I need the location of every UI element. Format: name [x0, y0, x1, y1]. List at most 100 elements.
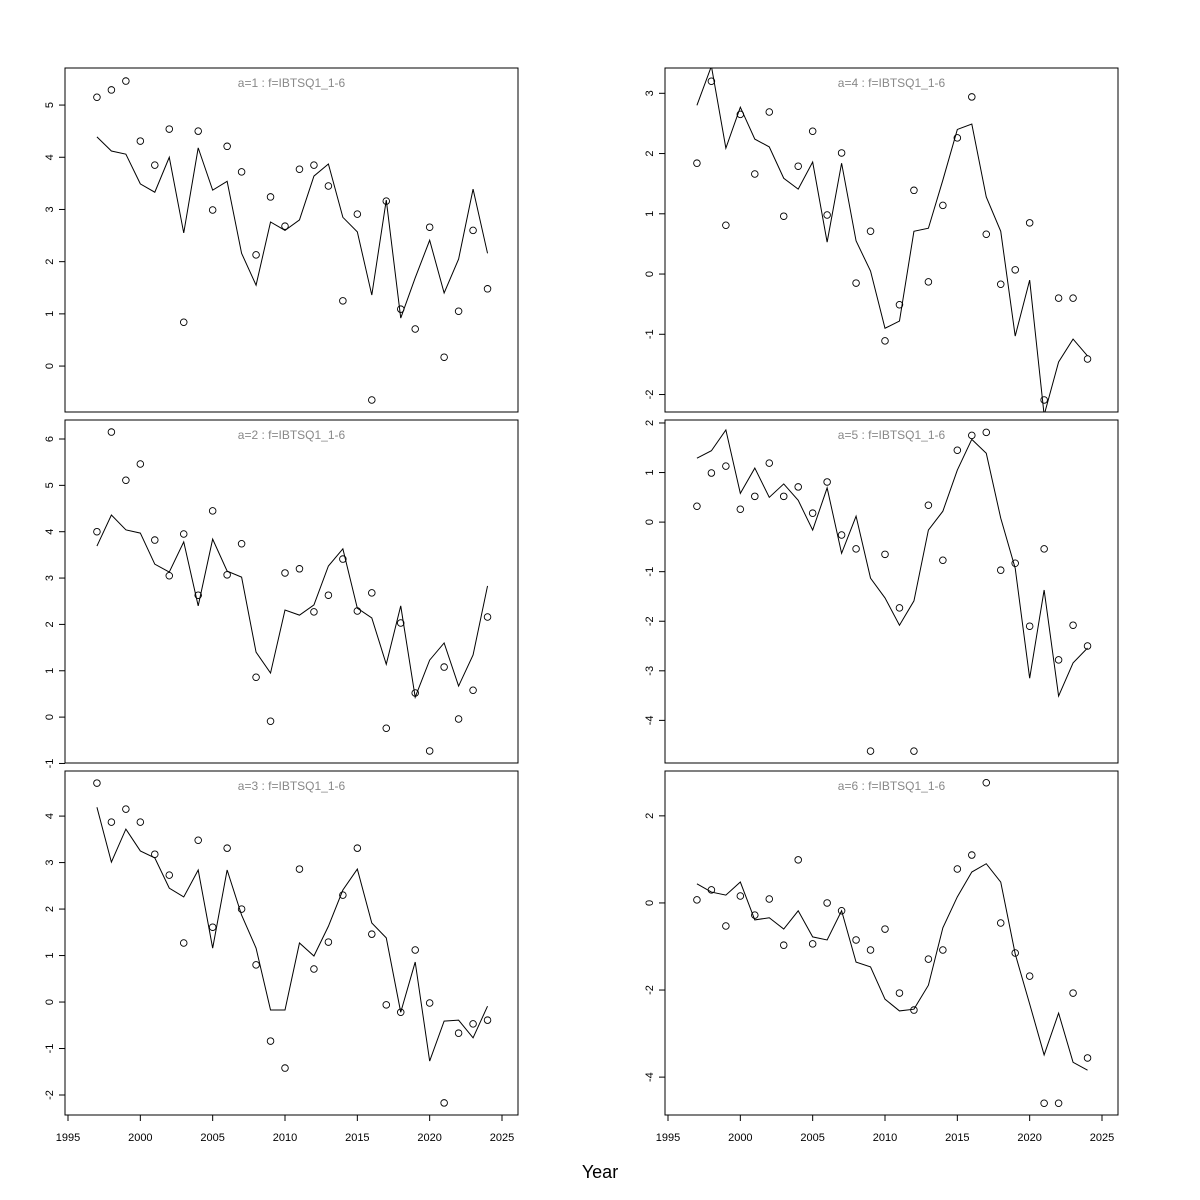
observed-point — [736, 110, 745, 119]
observed-point — [368, 589, 376, 597]
observed-point — [837, 149, 846, 157]
observed-point — [310, 965, 318, 973]
observed-point — [194, 836, 202, 845]
x-tick-label: 2005 — [800, 1132, 824, 1144]
observed-point — [895, 604, 904, 612]
x-tick-label: 2015 — [945, 1132, 969, 1144]
observed-point — [237, 168, 246, 176]
y-tick-label: -1 — [644, 329, 656, 339]
observed-point — [136, 818, 145, 826]
observed-point — [1040, 396, 1048, 404]
y-tick-label: 1 — [44, 952, 56, 958]
observed-point — [324, 591, 333, 599]
panel-4: a=4 : f=IBTSQ1_1-6 -2 -1 0 1 2 3 — [644, 67, 1119, 413]
observed-point — [295, 565, 304, 573]
observed-point — [266, 1037, 275, 1045]
y-tick-label: 1 — [644, 469, 656, 475]
y-tick-label: 5 — [44, 482, 56, 488]
panel-6: a=6 : f=IBTSQ1_1-6 -4 -2 0 2 1995 2000 2005 2010… — [644, 770, 1119, 1144]
observed-point — [910, 747, 918, 755]
observed-point — [483, 285, 492, 293]
observed-point — [151, 536, 159, 544]
observed-point — [953, 865, 962, 873]
observed-point — [122, 77, 130, 85]
observed-point — [295, 865, 304, 873]
observed-point — [823, 211, 831, 219]
x-tick-label: 2025 — [1090, 1132, 1114, 1144]
observed-point — [765, 108, 774, 116]
y-tick-label: 0 — [644, 271, 656, 277]
observed-point — [707, 469, 716, 477]
observed-point — [722, 221, 730, 229]
fitted-line — [96, 514, 489, 700]
observed-point — [237, 905, 246, 913]
x-tick-label: 2020 — [417, 1132, 441, 1144]
panel-title: a=4 : f=IBTSQ1_1-6 — [838, 76, 946, 90]
observed-point — [266, 193, 275, 201]
observed-point — [779, 492, 788, 501]
y-tick-label: -2 — [644, 616, 656, 626]
observed-point — [396, 619, 405, 627]
observed-point — [208, 507, 217, 515]
observed-point — [469, 686, 477, 694]
y-tick-label: 2 — [44, 621, 56, 627]
observed-point — [425, 999, 434, 1007]
observed-point — [1054, 656, 1063, 664]
observed-point — [1025, 622, 1034, 630]
y-tick-label: -1 — [44, 1044, 56, 1054]
observed-point — [1054, 1099, 1063, 1107]
observed-point — [924, 955, 933, 963]
observed-point — [866, 946, 875, 954]
y-tick-label: 2 — [644, 420, 656, 426]
observed-point — [266, 717, 275, 726]
observed-point — [996, 280, 1005, 289]
observed-point — [895, 989, 904, 997]
observed-point — [1083, 1054, 1092, 1062]
observed-point — [194, 127, 202, 135]
observed-point — [1025, 972, 1034, 980]
y-tick-label: 3 — [44, 206, 56, 212]
y-tick-label: -4 — [644, 1072, 656, 1082]
y-tick-label: 1 — [44, 668, 56, 674]
panel-frame — [64, 419, 519, 764]
x-tick-label: 1995 — [56, 1132, 80, 1144]
observed-point — [310, 161, 318, 169]
observed-point — [895, 301, 904, 309]
panel-frame — [64, 67, 519, 413]
panel-title: a=3 : f=IBTSQ1_1-6 — [238, 779, 346, 793]
observed-point — [924, 278, 933, 286]
observed-point — [208, 206, 217, 214]
fitted-line — [696, 863, 1088, 1071]
observed-point — [454, 307, 463, 316]
observed-point — [693, 159, 701, 167]
observed-point — [469, 1020, 477, 1028]
observed-point — [122, 476, 130, 485]
observed-point — [396, 305, 405, 313]
y-tick-label: 0 — [44, 363, 56, 369]
observed-point — [411, 325, 419, 333]
observed-point — [968, 431, 976, 440]
y-tick-label: 4 — [44, 813, 56, 819]
observed-point — [425, 747, 434, 755]
y-tick-label: -1 — [44, 759, 56, 769]
observed-point — [339, 891, 347, 899]
observed-point — [736, 892, 745, 900]
observed-point — [693, 502, 701, 510]
observed-point — [396, 1008, 405, 1017]
observed-point — [837, 907, 846, 915]
y-tick-label: 0 — [644, 519, 656, 525]
x-tick-label: 2010 — [273, 1132, 297, 1144]
observed-point — [852, 279, 860, 287]
x-tick-label: 2005 — [200, 1132, 224, 1144]
observed-point — [223, 142, 231, 151]
fitted-line — [96, 136, 489, 319]
observed-point — [107, 86, 116, 94]
observed-point — [310, 608, 318, 616]
observed-point — [440, 1099, 448, 1107]
observed-point — [1069, 294, 1077, 302]
observed-point — [736, 505, 745, 513]
observed-point — [808, 127, 817, 136]
observed-point — [179, 530, 188, 538]
y-tick-label: 3 — [44, 860, 56, 866]
